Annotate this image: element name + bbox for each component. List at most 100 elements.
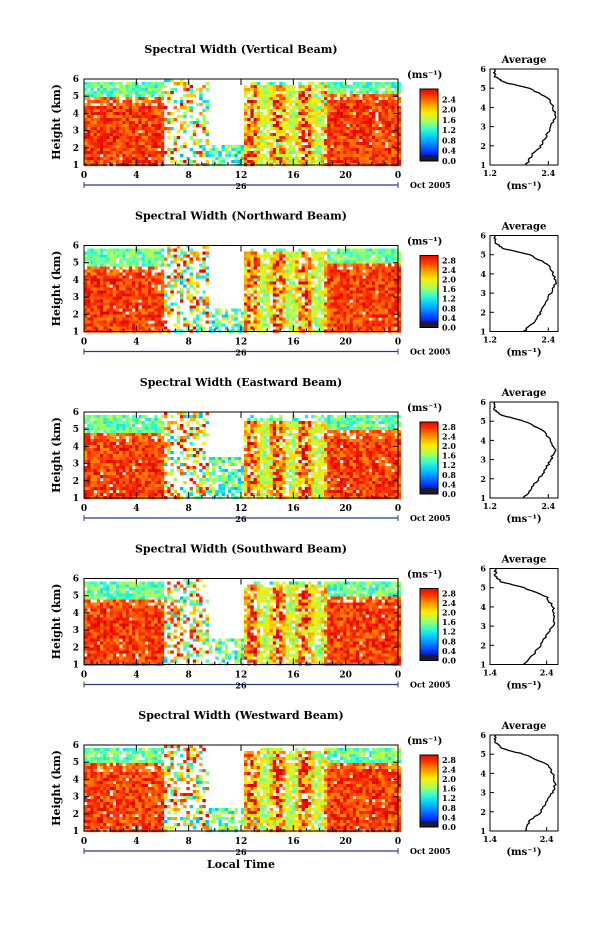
heatmap-cell	[340, 269, 344, 273]
heatmap-cell	[87, 266, 91, 270]
heatmap-cell	[186, 88, 190, 92]
heatmap-cell	[112, 293, 117, 297]
heatmap-cell	[90, 154, 94, 158]
heatmap-cell	[109, 160, 113, 164]
heatmap-cell	[301, 151, 305, 155]
heatmap-cell	[106, 112, 110, 116]
heatmap-cell	[298, 127, 302, 131]
heatmap-cell	[144, 305, 149, 309]
heatmap-cell	[164, 299, 168, 303]
heatmap-cell	[103, 293, 107, 297]
heatmap-cell	[132, 287, 136, 291]
heatmap-cell	[141, 427, 145, 431]
heatmap-cell	[119, 85, 123, 89]
heatmap-cell	[125, 299, 129, 303]
heatmap-cell	[125, 326, 129, 330]
heatmap-cell	[340, 145, 344, 149]
heatmap-cell	[135, 475, 139, 479]
heatmap-cell	[253, 151, 257, 155]
heatmap-cell	[288, 142, 293, 146]
heatmap-cell	[112, 481, 117, 485]
heatmap-cell	[269, 305, 273, 309]
heatmap-cell	[327, 100, 331, 104]
heatmap-cell	[324, 124, 328, 128]
heatmap-cell	[84, 254, 88, 258]
heatmap-cell	[160, 115, 165, 119]
colorbar-swatch	[420, 110, 438, 112]
heatmap-cell	[247, 263, 251, 267]
heatmap-cell	[148, 269, 152, 273]
heatmap-cell	[157, 296, 161, 300]
heatmap-cell	[397, 136, 401, 140]
heatmap-cell	[388, 124, 392, 128]
heatmap-cell	[116, 415, 120, 419]
colorbar-swatch	[420, 125, 438, 127]
heatmap-cell	[285, 94, 289, 98]
heatmap-cell	[148, 100, 152, 104]
heatmap-cell	[343, 296, 347, 300]
heatmap-cell	[324, 91, 328, 95]
heatmap-cell	[247, 115, 251, 119]
heatmap-cell	[288, 94, 293, 98]
heatmap-cell	[311, 88, 315, 92]
heatmap-cell	[96, 475, 101, 479]
heatmap-cell	[135, 100, 139, 104]
heatmap-cell	[384, 109, 389, 113]
heatmap-cell	[365, 82, 369, 86]
heatmap-cell	[125, 481, 129, 485]
heatmap-cell	[288, 118, 293, 122]
heatmap-cell	[154, 305, 158, 309]
heatmap-cell	[93, 466, 97, 470]
heatmap-cell	[356, 139, 360, 143]
heatmap-cell	[112, 421, 117, 425]
heatmap-cell	[202, 124, 206, 128]
heatmap-cell	[349, 281, 353, 285]
heatmap-cell	[304, 257, 309, 261]
heatmap-cell	[160, 326, 165, 330]
heatmap-cell	[132, 427, 136, 431]
heatmap-cell	[311, 133, 315, 137]
heatmap-cell	[336, 100, 341, 104]
heatmap-cell	[314, 130, 318, 134]
heatmap-cell	[125, 466, 129, 470]
heatmap-cell	[308, 290, 312, 294]
heatmap-cell	[141, 103, 145, 107]
heatmap-cell	[327, 296, 331, 300]
heatmap-cell	[93, 493, 97, 497]
heatmap-cell	[346, 254, 350, 258]
heatmap-cell	[160, 260, 165, 264]
heatmap-cell	[365, 305, 369, 309]
heatmap-cell	[237, 320, 241, 324]
colorbar-tick-label: 0.8	[442, 303, 456, 313]
heatmap-cell	[96, 490, 101, 494]
colorbar-swatch	[420, 302, 438, 304]
heatmap-cell	[397, 82, 401, 86]
heatmap-cell	[96, 118, 101, 122]
colorbar-swatch	[420, 263, 438, 265]
heatmap-cell	[368, 314, 373, 318]
heatmap-cell	[103, 302, 107, 306]
heatmap-cell	[266, 115, 270, 119]
heatmap-cell	[276, 248, 280, 252]
heatmap-cell	[298, 323, 302, 327]
heatmap-cell	[122, 88, 126, 92]
heatmap-cell	[253, 311, 257, 315]
heatmap-cell	[372, 326, 376, 330]
heatmap-cell	[320, 317, 325, 321]
heatmap-cell	[90, 302, 94, 306]
heatmap-cell	[391, 115, 395, 119]
heatmap-cell	[122, 308, 126, 312]
heatmap-cell	[356, 109, 360, 113]
heatmap-cell	[109, 130, 113, 134]
heatmap-cell	[132, 133, 136, 137]
heatmap-cell	[122, 296, 126, 300]
heatmap-cell	[106, 466, 110, 470]
heatmap-cell	[183, 103, 187, 107]
colorbar-swatch	[420, 266, 438, 268]
heatmap-cell	[394, 133, 398, 137]
heatmap-cell	[109, 442, 113, 446]
heatmap-cell	[138, 421, 142, 425]
heatmap-cell	[180, 293, 184, 297]
heatmap-cell	[288, 260, 293, 264]
heatmap-cell	[170, 91, 174, 95]
